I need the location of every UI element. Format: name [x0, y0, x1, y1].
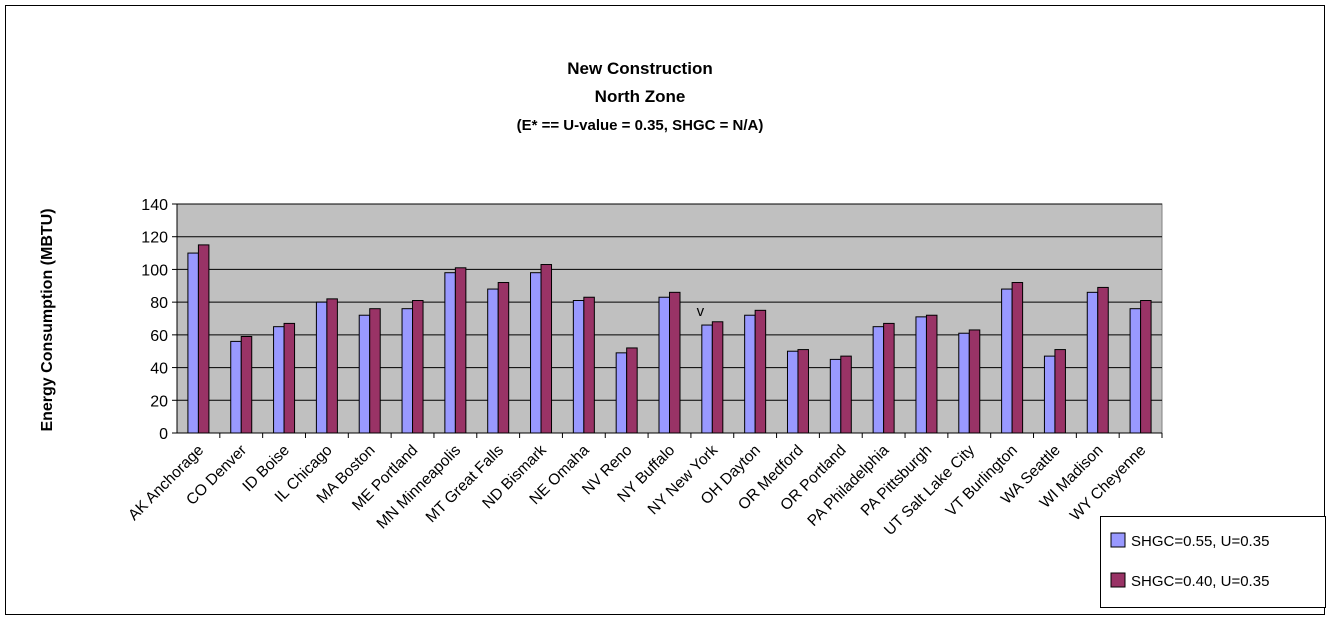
- legend-swatch-series-1: [1111, 533, 1125, 547]
- bar-series-2: [798, 350, 809, 433]
- bar-series-2: [1055, 350, 1066, 433]
- bar-series-1: [787, 351, 798, 433]
- y-tick-label: 140: [141, 197, 168, 214]
- bar-series-2: [284, 323, 295, 433]
- bar-series-2: [541, 265, 552, 433]
- bar-series-1: [359, 315, 370, 433]
- bar-series-2: [327, 299, 338, 433]
- y-tick-label: 20: [150, 393, 168, 410]
- bar-series-1: [445, 273, 456, 433]
- bar-series-2: [498, 283, 509, 433]
- bar-series-2: [241, 336, 252, 433]
- bar-series-1: [231, 341, 242, 433]
- bar-series-1: [616, 353, 627, 433]
- bar-series-2: [198, 245, 209, 433]
- bar-series-1: [274, 327, 285, 433]
- bar-series-1: [959, 333, 970, 433]
- chart-title-line-2: North Zone: [595, 87, 686, 106]
- y-tick-label: 100: [141, 262, 168, 279]
- bar-series-1: [745, 315, 756, 433]
- bar-series-1: [531, 273, 542, 433]
- bar-series-1: [402, 309, 413, 433]
- y-axis-label: Energy Consumption (MBTU): [39, 208, 56, 431]
- bar-series-1: [1002, 289, 1013, 433]
- bar-series-2: [1012, 283, 1023, 433]
- bar-series-2: [584, 297, 595, 433]
- annotation-mark: v: [697, 303, 705, 320]
- legend-box: [1101, 517, 1326, 608]
- bar-series-2: [755, 310, 766, 433]
- bar-series-2: [455, 268, 466, 433]
- bar-series-2: [926, 315, 937, 433]
- y-tick-label: 80: [150, 295, 168, 312]
- bar-series-1: [1130, 309, 1141, 433]
- legend: SHGC=0.55, U=0.35 SHGC=0.40, U=0.35: [1101, 517, 1326, 608]
- bar-series-2: [370, 309, 381, 433]
- bar-series-2: [413, 301, 424, 433]
- bar-series-1: [873, 327, 884, 433]
- bar-series-1: [916, 317, 927, 433]
- bar-series-1: [488, 289, 499, 433]
- legend-swatch-series-2: [1111, 573, 1125, 587]
- y-tick-label: 120: [141, 230, 168, 247]
- legend-label-series-2: SHGC=0.40, U=0.35: [1131, 573, 1269, 590]
- bar-series-1: [1087, 292, 1098, 433]
- bar-series-1: [1044, 356, 1055, 433]
- bar-series-2: [712, 322, 723, 433]
- y-tick-label: 60: [150, 328, 168, 345]
- bar-series-2: [884, 323, 895, 433]
- chart-title-line-1: New Construction: [567, 59, 712, 78]
- bar-series-2: [627, 348, 638, 433]
- bar-series-2: [670, 292, 681, 433]
- bar-series-1: [316, 302, 327, 433]
- bar-series-1: [830, 359, 841, 433]
- bar-series-1: [573, 301, 584, 433]
- chart-title-line-3: (E* == U-value = 0.35, SHGC = N/A): [517, 117, 764, 134]
- bar-series-2: [969, 330, 980, 433]
- bar-series-1: [659, 297, 670, 433]
- bar-series-1: [188, 253, 199, 433]
- legend-label-series-1: SHGC=0.55, U=0.35: [1131, 533, 1269, 550]
- bar-series-2: [841, 356, 852, 433]
- y-tick-label: 0: [159, 426, 168, 443]
- bar-series-2: [1098, 287, 1109, 433]
- bar-series-1: [702, 325, 713, 433]
- bar-series-2: [1141, 301, 1152, 433]
- y-tick-label: 40: [150, 361, 168, 378]
